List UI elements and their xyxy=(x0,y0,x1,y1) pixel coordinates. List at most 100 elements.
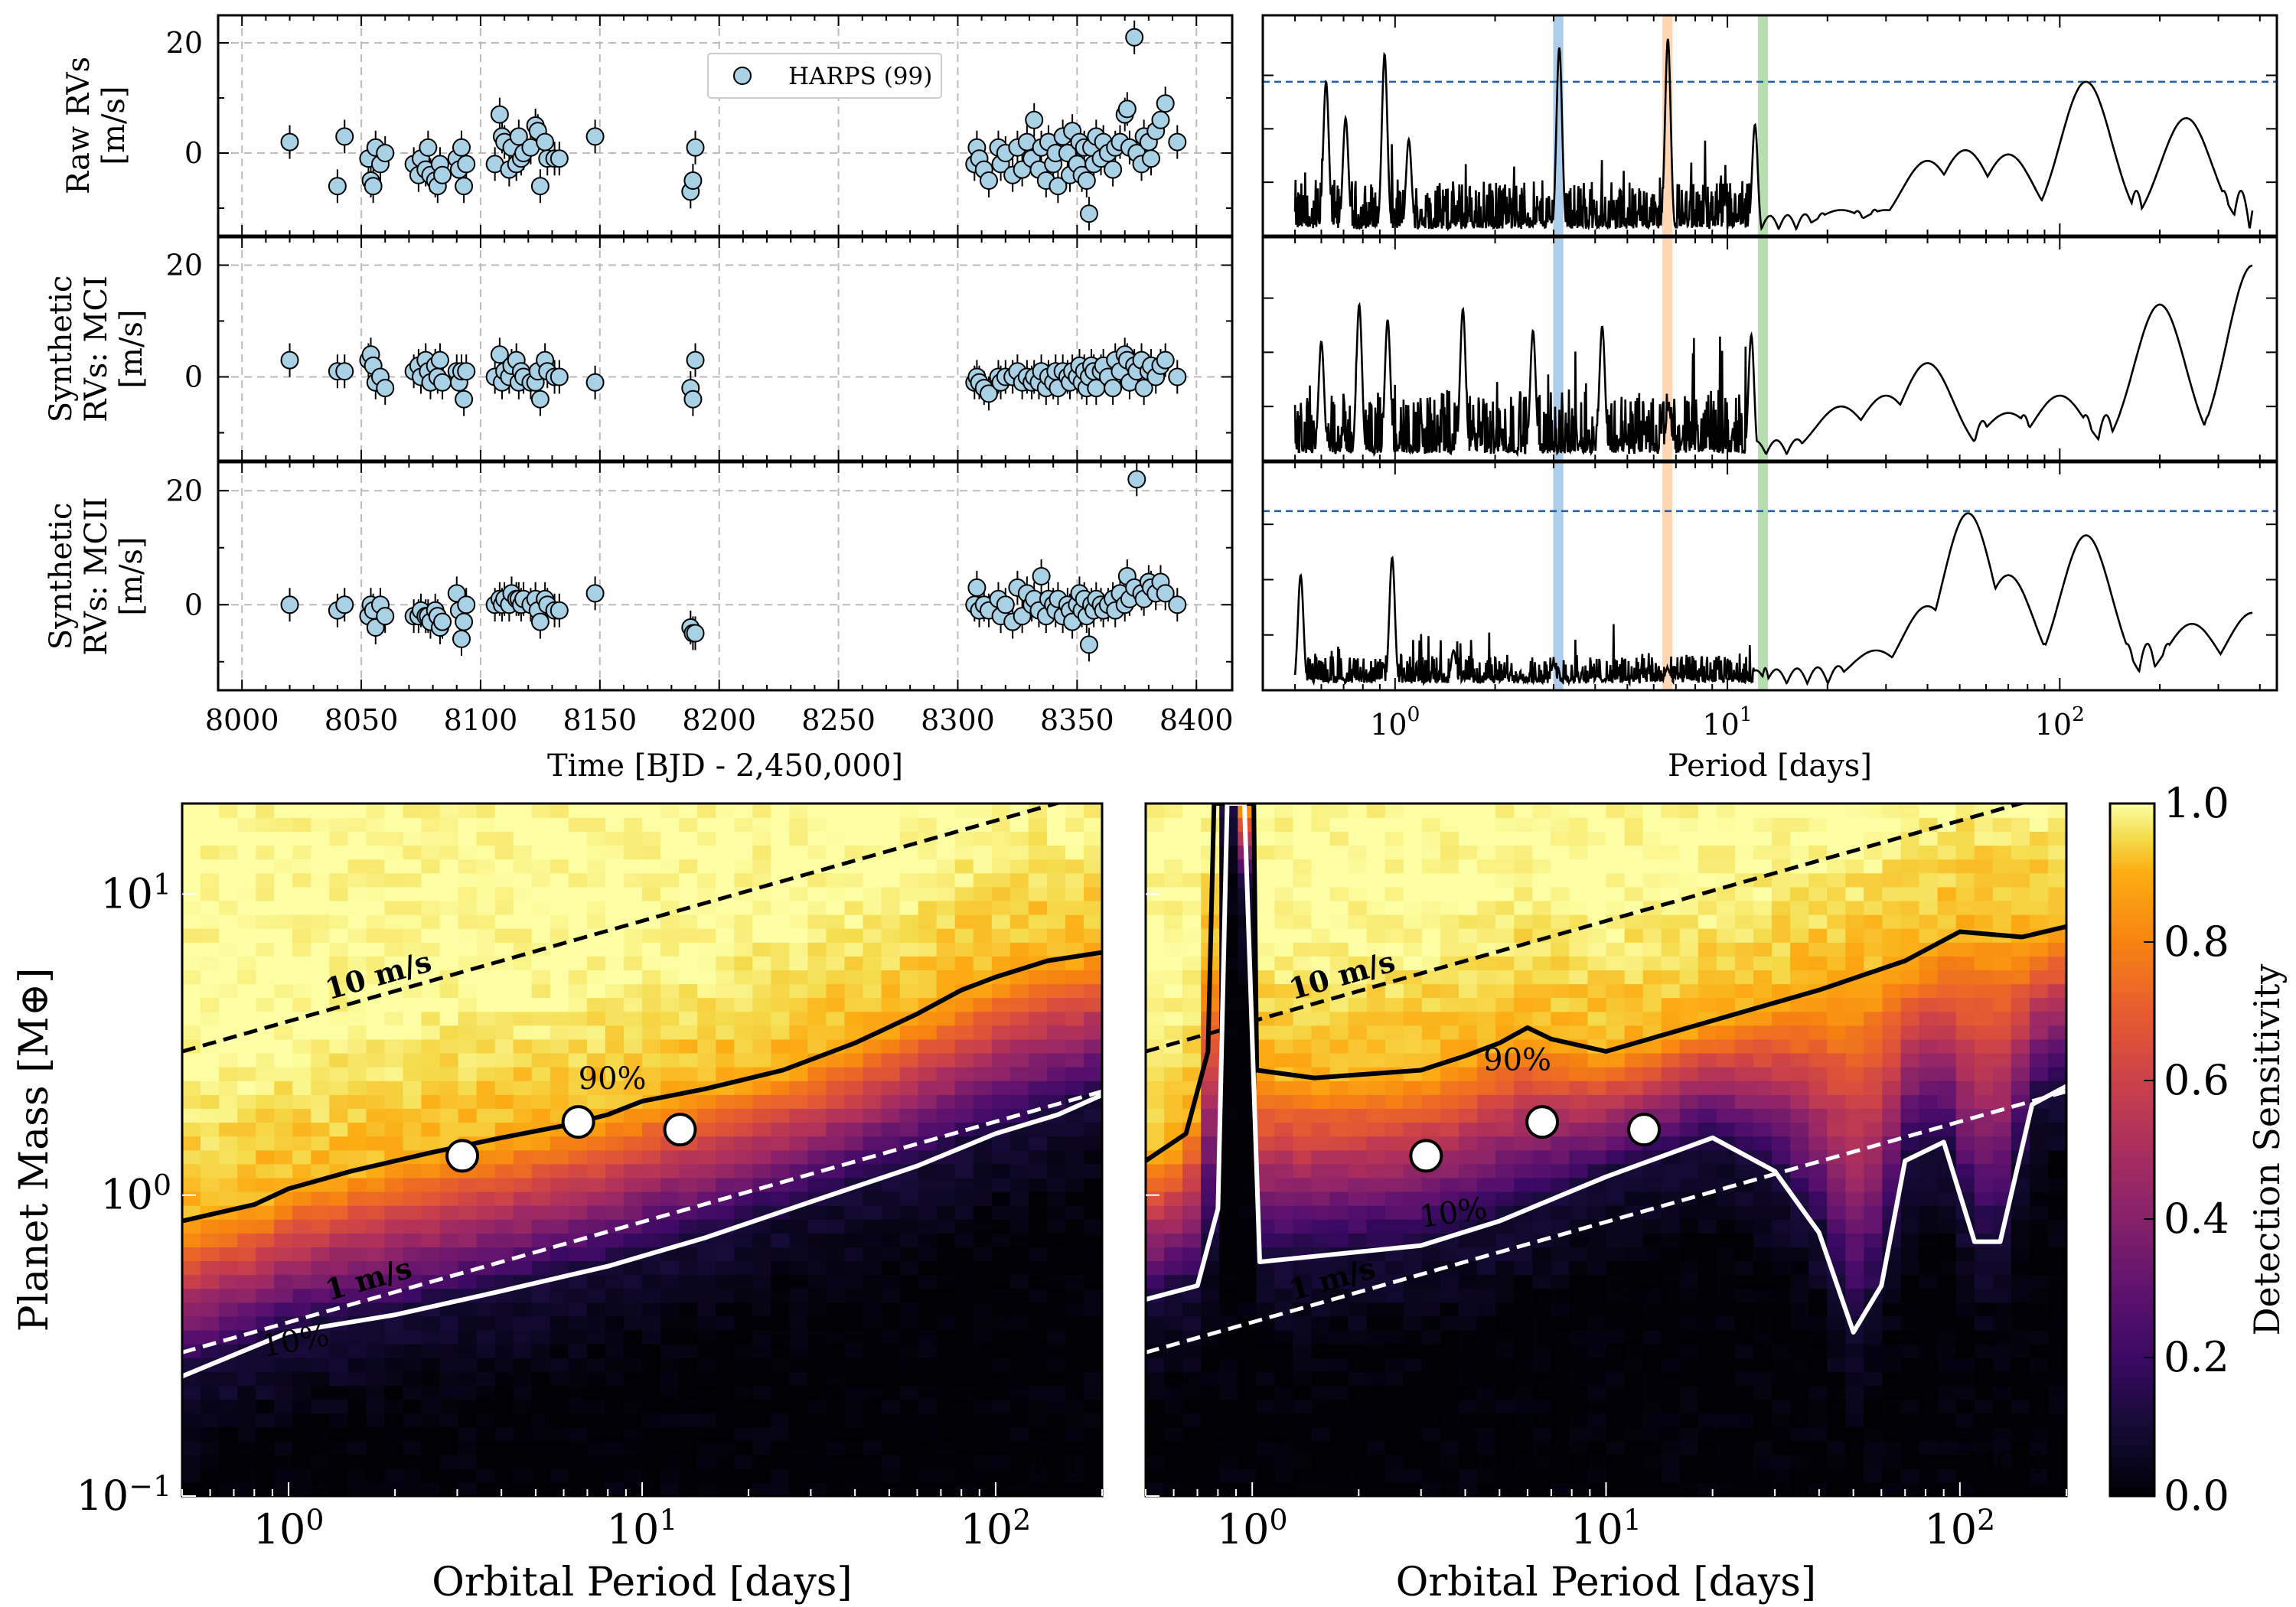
heatmap-cell xyxy=(679,1191,698,1206)
heatmap-cell xyxy=(1009,831,1029,846)
heatmap-cell xyxy=(1274,914,1294,929)
heatmap-cell xyxy=(1348,1108,1368,1123)
heatmap-cell xyxy=(1421,1122,1441,1137)
heatmap-cell xyxy=(973,1399,993,1414)
heatmap-cell xyxy=(201,1385,220,1400)
heatmap-cell xyxy=(1274,1399,1294,1414)
heatmap-cell xyxy=(954,1260,974,1276)
heatmap-cell xyxy=(716,1163,735,1178)
heatmap-cell xyxy=(586,1163,606,1178)
heatmap-cell xyxy=(476,970,496,985)
heatmap-cell xyxy=(1065,817,1084,832)
heatmap-cell xyxy=(844,997,864,1012)
legend-box xyxy=(707,53,942,99)
heatmap-cell xyxy=(936,900,956,915)
heatmap-cell xyxy=(311,970,331,985)
heatmap-cell xyxy=(1065,1468,1084,1483)
heatmap-cell xyxy=(1384,1204,1404,1220)
heatmap-cell xyxy=(237,831,256,846)
heatmap-cell xyxy=(771,1011,791,1026)
heatmap-cell xyxy=(881,1219,901,1234)
heatmap-cell xyxy=(716,983,735,999)
heatmap-cell xyxy=(513,1468,533,1483)
heatmap-cell xyxy=(1329,817,1349,832)
heatmap-cell xyxy=(1256,872,1276,888)
heatmap-cell xyxy=(1348,1440,1368,1455)
data-point xyxy=(1142,149,1160,168)
heatmap-cell xyxy=(771,886,791,901)
heatmap-cell xyxy=(734,1108,753,1123)
heatmap-cell xyxy=(1606,1358,1626,1372)
heatmap-cell xyxy=(1366,1385,1386,1400)
heatmap-cell xyxy=(1477,1066,1496,1081)
heatmap-cell xyxy=(219,1081,238,1095)
heatmap-cell xyxy=(991,1038,1011,1054)
heatmap-cell xyxy=(201,942,220,957)
heatmap-cell xyxy=(1238,1371,1257,1386)
heatmap-cell xyxy=(1421,942,1441,957)
heatmap-cell xyxy=(1182,1426,1202,1442)
heatmap-cell xyxy=(329,1219,349,1234)
heatmap-cell xyxy=(1569,1468,1589,1483)
heatmap-cell xyxy=(329,942,349,957)
heatmap-cell xyxy=(1182,1315,1202,1331)
heatmap-cell xyxy=(716,804,735,818)
heatmap-cell xyxy=(1495,927,1515,943)
y-tick-label: 101 xyxy=(100,867,171,918)
heatmap-cell xyxy=(586,997,606,1012)
heatmap-cell xyxy=(1551,831,1570,846)
heatmap-cell xyxy=(1293,872,1313,888)
heatmap-cell xyxy=(292,872,311,888)
heatmap-cell xyxy=(550,1385,569,1400)
heatmap-cell xyxy=(329,1108,349,1123)
heatmap-cell xyxy=(899,1274,919,1289)
heatmap-cell xyxy=(256,1081,275,1095)
heatmap-cell xyxy=(991,1413,1011,1428)
heatmap-cell xyxy=(826,1108,846,1123)
panel-label: MCI xyxy=(1013,1446,1079,1481)
heatmap-cell xyxy=(1028,1247,1048,1262)
heatmap-cell xyxy=(1009,1385,1029,1400)
heatmap-cell xyxy=(918,1413,938,1428)
heatmap-cell xyxy=(1569,886,1589,901)
heatmap-cell xyxy=(899,1399,919,1414)
heatmap-cell xyxy=(439,1343,459,1358)
heatmap-cell xyxy=(568,1038,588,1054)
heatmap-cell xyxy=(384,845,404,860)
heatmap-cell xyxy=(586,1177,606,1192)
heatmap-cell xyxy=(1366,1163,1386,1178)
heatmap-cell xyxy=(863,1399,882,1414)
heatmap-cell xyxy=(1569,1204,1589,1220)
heatmap-cell xyxy=(1384,1122,1404,1137)
heatmap-cell xyxy=(1348,1136,1368,1151)
heatmap-cell xyxy=(421,1247,441,1262)
heatmap-cell xyxy=(991,831,1011,846)
heatmap-cell xyxy=(1348,942,1368,957)
heatmap-cell xyxy=(807,1343,827,1358)
heatmap-cell xyxy=(274,845,293,860)
heatmap-cell xyxy=(1065,1122,1084,1137)
heatmap-cell xyxy=(752,1122,771,1137)
heatmap-cell xyxy=(1440,1149,1459,1165)
heatmap-cell xyxy=(1146,983,1165,999)
heatmap-cell xyxy=(881,1482,901,1497)
periodogram-panel-1 xyxy=(1261,14,2278,237)
heatmap-cell xyxy=(311,1371,331,1386)
heatmap-cell xyxy=(1046,1315,1066,1331)
heatmap-cell xyxy=(439,1260,459,1276)
heatmap-cell xyxy=(1238,1108,1257,1123)
heatmap-cell xyxy=(1440,1371,1459,1386)
x-tick-label: 102 xyxy=(2035,702,2085,742)
heatmap-cell xyxy=(1440,859,1459,874)
heatmap-cell xyxy=(734,1482,753,1497)
heatmap-cell xyxy=(1440,1468,1459,1483)
heatmap-cell xyxy=(201,900,220,915)
heatmap-cell xyxy=(458,1011,478,1026)
heatmap-cell xyxy=(237,1260,256,1276)
heatmap-cell xyxy=(826,1440,846,1455)
heatmap-cell xyxy=(660,1371,680,1386)
heatmap-cell xyxy=(329,859,349,874)
heatmap-cell xyxy=(274,1136,293,1151)
heatmap-cell xyxy=(237,1288,256,1303)
heatmap-cell xyxy=(1256,1329,1276,1345)
